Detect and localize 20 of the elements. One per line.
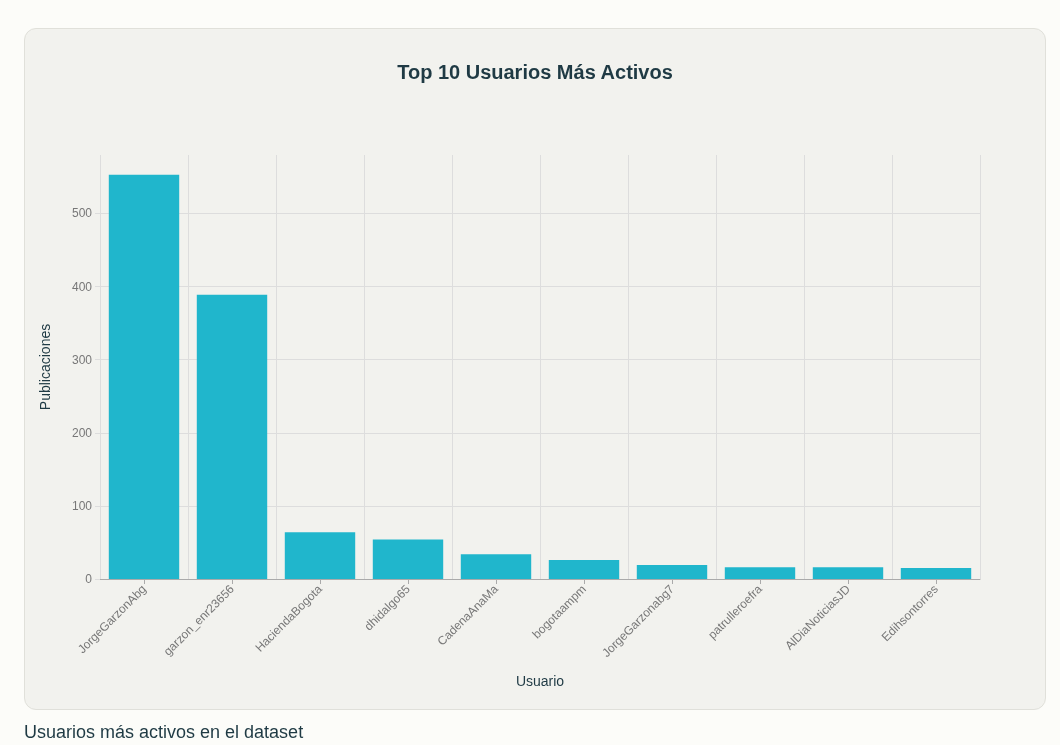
bar (900, 568, 972, 579)
text: Usuarios más activos en el dataset (24, 722, 304, 743)
y-tick-label: 400 (71, 279, 93, 294)
bar (724, 567, 796, 579)
x-axis-title: Usuario (515, 673, 565, 689)
y-tick-label: 500 (71, 206, 93, 221)
bar (196, 294, 268, 579)
chart-title: Top 10 Usuarios Más Activos (397, 61, 673, 83)
y-tick-label: 300 (71, 352, 93, 367)
bar (284, 532, 356, 579)
y-tick-label: 200 (71, 425, 93, 440)
bar (372, 539, 444, 579)
bar (812, 567, 884, 579)
y-tick-label: 100 (71, 498, 93, 513)
y-axis-title: Publicaciones (37, 323, 53, 411)
bar (548, 559, 620, 579)
bar (108, 174, 180, 579)
bar (460, 554, 532, 579)
bar (636, 565, 708, 579)
y-tick-label: 0 (85, 572, 93, 586)
